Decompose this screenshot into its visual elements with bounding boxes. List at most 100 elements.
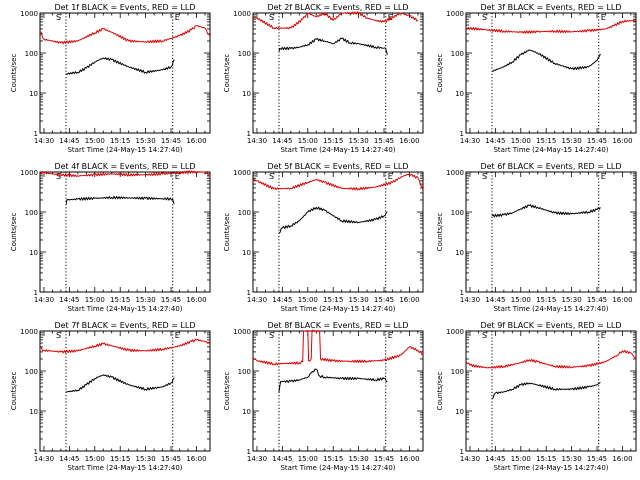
x-tick-label: 15:15 bbox=[110, 296, 130, 304]
x-tick-label: 16:00 bbox=[612, 455, 632, 463]
x-tick-label: 15:45 bbox=[161, 455, 181, 463]
y-tick-label: 10 bbox=[242, 249, 251, 257]
x-tick-label: 15:15 bbox=[536, 137, 556, 145]
x-tick-label: 14:30 bbox=[34, 296, 54, 304]
x-tick-label: 15:30 bbox=[562, 137, 582, 145]
panel-5: Det 5f BLACK = Events, RED = LLD 1 10 100 10… bbox=[223, 162, 424, 313]
lld-series-line bbox=[252, 329, 423, 366]
y-tick-label: 1 bbox=[247, 289, 251, 297]
x-tick-label: 15:15 bbox=[110, 137, 130, 145]
y-tick-label: 1 bbox=[34, 130, 38, 138]
x-tick-label: 15:00 bbox=[298, 296, 318, 304]
x-tick-label: 14:30 bbox=[247, 137, 267, 145]
y-axis-label: Counts/sec bbox=[10, 54, 18, 93]
x-axis-label: Start Time (24-May-15 14:27:40) bbox=[67, 464, 182, 472]
x-tick-label: 14:45 bbox=[272, 296, 292, 304]
x-tick-label: 16:00 bbox=[399, 455, 419, 463]
x-tick-label: 14:45 bbox=[59, 137, 79, 145]
y-tick-label: 1000 bbox=[446, 328, 464, 336]
x-tick-label: 15:00 bbox=[511, 455, 531, 463]
end-marker-label: E bbox=[175, 172, 180, 181]
end-marker-label: E bbox=[601, 331, 606, 340]
chart-title: Det 4f BLACK = Events, RED = LLD bbox=[54, 162, 195, 171]
events-series-line bbox=[492, 49, 601, 72]
x-tick-label: 15:15 bbox=[323, 455, 343, 463]
x-tick-label: 15:30 bbox=[349, 296, 369, 304]
chart-title: Det 9f BLACK = Events, RED = LLD bbox=[480, 321, 621, 330]
y-tick-label: 1 bbox=[247, 448, 251, 456]
x-tick-label: 15:45 bbox=[374, 137, 394, 145]
x-tick-label: 15:30 bbox=[562, 455, 582, 463]
x-axis-label: Start Time (24-May-15 14:27:40) bbox=[280, 464, 395, 472]
x-tick-label: 14:45 bbox=[485, 137, 505, 145]
events-series-line bbox=[66, 374, 175, 393]
y-tick-label: 100 bbox=[238, 209, 251, 217]
events-series-line bbox=[278, 206, 388, 234]
y-tick-label: 100 bbox=[238, 50, 251, 58]
y-tick-label: 1000 bbox=[446, 10, 464, 18]
y-axis-label: Counts/sec bbox=[436, 54, 444, 93]
end-marker-label: E bbox=[388, 331, 393, 340]
end-marker-label: E bbox=[175, 331, 180, 340]
x-tick-label: 15:15 bbox=[110, 455, 130, 463]
end-marker-label: E bbox=[601, 13, 606, 22]
x-tick-label: 15:45 bbox=[587, 455, 607, 463]
y-tick-label: 1 bbox=[460, 289, 464, 297]
x-tick-label: 15:00 bbox=[511, 296, 531, 304]
x-tick-label: 14:30 bbox=[460, 455, 480, 463]
y-tick-label: 1 bbox=[460, 448, 464, 456]
x-tick-label: 15:30 bbox=[136, 455, 156, 463]
x-tick-label: 15:15 bbox=[323, 296, 343, 304]
x-tick-label: 15:15 bbox=[536, 455, 556, 463]
chart-title: Det 8f BLACK = Events, RED = LLD bbox=[267, 321, 408, 330]
chart-title: Det 1f BLACK = Events, RED = LLD bbox=[54, 3, 195, 12]
end-marker-label: E bbox=[175, 13, 180, 22]
end-marker-label: E bbox=[388, 172, 393, 181]
y-axis-label: Counts/sec bbox=[223, 372, 231, 411]
y-tick-label: 1 bbox=[247, 130, 251, 138]
panel-7: Det 7f BLACK = Events, RED = LLD 1 10 100 10… bbox=[10, 321, 211, 472]
x-axis-label: Start Time (24-May-15 14:27:40) bbox=[493, 305, 608, 313]
panel-6: Det 6f BLACK = Events, RED = LLD 1 10 100 10… bbox=[436, 162, 637, 313]
y-axis-label: Counts/sec bbox=[10, 213, 18, 252]
y-tick-label: 1000 bbox=[233, 328, 251, 336]
x-tick-label: 15:30 bbox=[349, 455, 369, 463]
y-axis-label: Counts/sec bbox=[436, 372, 444, 411]
x-tick-label: 15:30 bbox=[136, 137, 156, 145]
start-marker-label: S bbox=[56, 13, 61, 22]
panel-9: Det 9f BLACK = Events, RED = LLD 1 10 100 10… bbox=[436, 321, 637, 472]
x-tick-label: 15:00 bbox=[85, 137, 105, 145]
y-tick-label: 10 bbox=[242, 90, 251, 98]
y-axis-label: Counts/sec bbox=[223, 54, 231, 93]
plot-frame bbox=[252, 171, 424, 293]
x-axis-label: Start Time (24-May-15 14:27:40) bbox=[67, 305, 182, 313]
start-marker-label: S bbox=[482, 13, 487, 22]
y-tick-label: 1000 bbox=[446, 169, 464, 177]
plot-frame bbox=[252, 330, 424, 452]
x-tick-label: 14:45 bbox=[272, 455, 292, 463]
plot-frame bbox=[465, 330, 637, 452]
x-tick-label: 15:30 bbox=[349, 137, 369, 145]
x-tick-label: 14:45 bbox=[59, 455, 79, 463]
events-series-line bbox=[278, 368, 388, 392]
x-tick-label: 15:45 bbox=[161, 296, 181, 304]
plot-frame bbox=[252, 12, 424, 134]
x-tick-label: 14:30 bbox=[460, 296, 480, 304]
x-tick-label: 16:00 bbox=[612, 137, 632, 145]
chart-title: Det 7f BLACK = Events, RED = LLD bbox=[54, 321, 195, 330]
y-tick-label: 1 bbox=[34, 289, 38, 297]
x-tick-label: 14:30 bbox=[34, 137, 54, 145]
events-series-line bbox=[278, 37, 388, 55]
y-tick-label: 1000 bbox=[233, 10, 251, 18]
x-tick-label: 14:45 bbox=[485, 455, 505, 463]
x-tick-label: 15:15 bbox=[323, 137, 343, 145]
x-tick-label: 15:00 bbox=[298, 455, 318, 463]
y-tick-label: 10 bbox=[29, 90, 38, 98]
plot-frame bbox=[465, 12, 637, 134]
y-tick-label: 1000 bbox=[20, 10, 38, 18]
x-tick-label: 16:00 bbox=[399, 296, 419, 304]
x-tick-label: 16:00 bbox=[399, 137, 419, 145]
x-tick-label: 14:30 bbox=[247, 296, 267, 304]
y-tick-label: 1 bbox=[34, 448, 38, 456]
